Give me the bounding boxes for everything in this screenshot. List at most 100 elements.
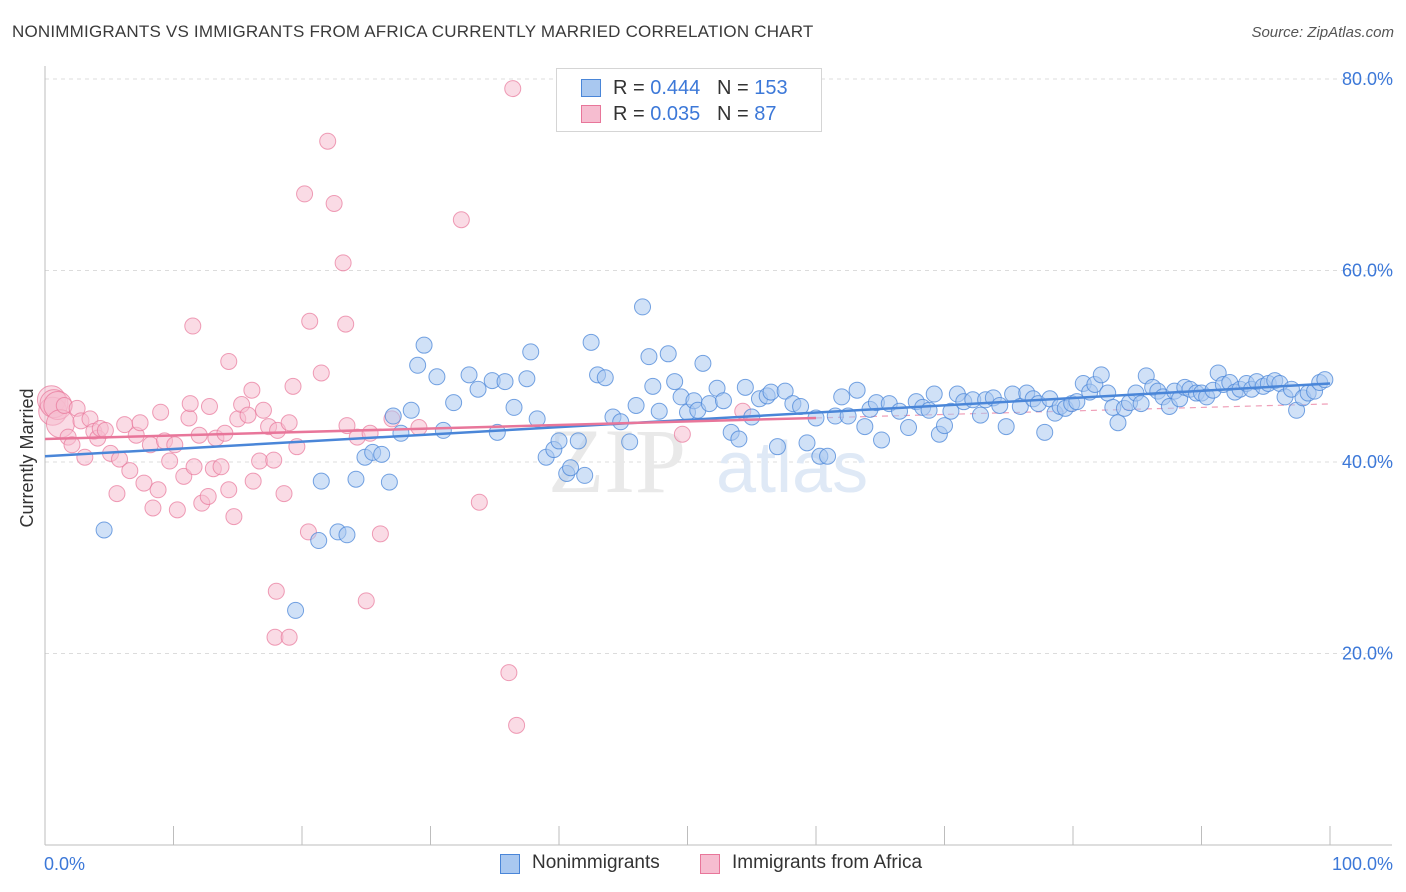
nonimmigrants-points bbox=[95, 298, 1334, 619]
blue-point bbox=[714, 392, 732, 410]
legend-swatch-pink bbox=[581, 105, 601, 123]
pink-point bbox=[275, 485, 293, 503]
pink-point bbox=[312, 364, 330, 382]
pink-point bbox=[180, 409, 198, 427]
pink-point bbox=[251, 452, 269, 470]
blue-point bbox=[550, 432, 568, 450]
blue-point bbox=[287, 601, 305, 619]
pink-point bbox=[371, 525, 389, 543]
blue-point bbox=[856, 418, 874, 436]
y-axis-label: Currently Married bbox=[17, 388, 37, 527]
blue-point bbox=[1092, 366, 1110, 384]
pink-point bbox=[144, 499, 162, 517]
y-tick-label: 20.0% bbox=[1342, 644, 1393, 664]
blue-point bbox=[576, 466, 594, 484]
bottom-legend-swatch-pink bbox=[700, 854, 720, 874]
pink-point bbox=[254, 401, 272, 419]
nonimmigrants-trend-line bbox=[44, 382, 1331, 458]
legend-r-label: R = bbox=[613, 103, 651, 125]
bottom-legend-label: Nonimmigrants bbox=[532, 852, 660, 873]
blue-point bbox=[833, 388, 851, 406]
blue-point bbox=[505, 398, 523, 416]
blue-point bbox=[95, 521, 113, 539]
pink-point bbox=[239, 406, 257, 424]
pink-point bbox=[266, 628, 284, 646]
y-tick-label: 80.0% bbox=[1342, 69, 1393, 89]
blue-point bbox=[650, 402, 668, 420]
blue-point bbox=[428, 368, 446, 386]
grid-lines bbox=[45, 78, 1392, 654]
bottom-legend-swatch-blue bbox=[500, 854, 520, 874]
blue-point bbox=[768, 438, 786, 456]
blue-point bbox=[762, 383, 780, 401]
pink-point bbox=[243, 381, 261, 399]
pink-point bbox=[63, 436, 81, 454]
blue-point bbox=[460, 366, 478, 384]
legend-text: R = 0.035 N = 87 bbox=[613, 103, 776, 126]
pink-point bbox=[135, 474, 153, 492]
pink-point bbox=[319, 132, 337, 150]
pink-point bbox=[225, 508, 243, 526]
pink-point bbox=[131, 414, 149, 432]
pink-point bbox=[337, 315, 355, 333]
pink-point bbox=[500, 664, 518, 682]
blue-point bbox=[666, 373, 684, 391]
legend-r-value: 0.444 bbox=[650, 77, 701, 99]
blue-point bbox=[819, 447, 837, 465]
trend-lines bbox=[44, 382, 1331, 458]
bottom-legend-label: Immigrants from Africa bbox=[732, 852, 923, 873]
blue-point bbox=[415, 336, 433, 354]
pink-point bbox=[452, 211, 470, 229]
blue-point bbox=[409, 356, 427, 374]
pink-point bbox=[184, 317, 202, 335]
pink-point bbox=[357, 592, 375, 610]
blue-point bbox=[347, 470, 365, 488]
source-credit: Source: ZipAtlas.com bbox=[1251, 24, 1394, 41]
pink-point bbox=[284, 377, 302, 395]
pink-point bbox=[220, 481, 238, 499]
blue-point bbox=[518, 370, 536, 388]
legend-r-label: R = bbox=[613, 77, 651, 99]
blue-point bbox=[991, 397, 1009, 415]
blue-point bbox=[942, 402, 960, 420]
pink-point bbox=[267, 582, 285, 600]
pink-point bbox=[185, 458, 203, 476]
blue-point bbox=[700, 395, 718, 413]
pink-point bbox=[200, 397, 218, 415]
blue-point bbox=[997, 418, 1015, 436]
pink-point bbox=[181, 395, 199, 413]
y-tick-label: 60.0% bbox=[1342, 261, 1393, 281]
blue-point bbox=[569, 432, 587, 450]
pink-point bbox=[76, 448, 94, 466]
legend-text: R = 0.444 N = 153 bbox=[613, 77, 788, 100]
blue-point bbox=[562, 459, 580, 477]
pink-point bbox=[334, 254, 352, 272]
blue-point bbox=[522, 343, 540, 361]
blue-point bbox=[776, 382, 794, 400]
blue-point bbox=[612, 413, 630, 431]
pink-point bbox=[325, 194, 343, 212]
tick-labels: 20.0% 40.0% 60.0% 80.0% 0.0% 100.0% bbox=[44, 69, 1393, 874]
blue-point bbox=[798, 434, 816, 452]
blue-point bbox=[469, 380, 487, 398]
blue-point bbox=[310, 532, 328, 550]
blue-point bbox=[848, 381, 866, 399]
pink-point bbox=[199, 487, 217, 505]
blue-point bbox=[338, 526, 356, 544]
blue-point bbox=[1036, 423, 1054, 441]
pink-point bbox=[280, 414, 298, 432]
pink-point bbox=[108, 485, 126, 503]
y-tick-label: 40.0% bbox=[1342, 452, 1393, 472]
blue-point bbox=[445, 394, 463, 412]
legend-n-label: N = bbox=[716, 77, 755, 99]
legend-r-value: 0.035 bbox=[650, 103, 701, 125]
stats-legend: R = 0.444 N = 153 R = 0.035 N = 87 bbox=[556, 68, 822, 132]
pink-point bbox=[508, 716, 526, 734]
pink-point bbox=[470, 493, 488, 511]
pink-point bbox=[121, 462, 139, 480]
blue-point bbox=[925, 385, 943, 403]
blue-point bbox=[640, 348, 658, 366]
blue-point bbox=[900, 419, 918, 437]
blue-point bbox=[873, 431, 891, 449]
blue-point bbox=[659, 345, 677, 363]
